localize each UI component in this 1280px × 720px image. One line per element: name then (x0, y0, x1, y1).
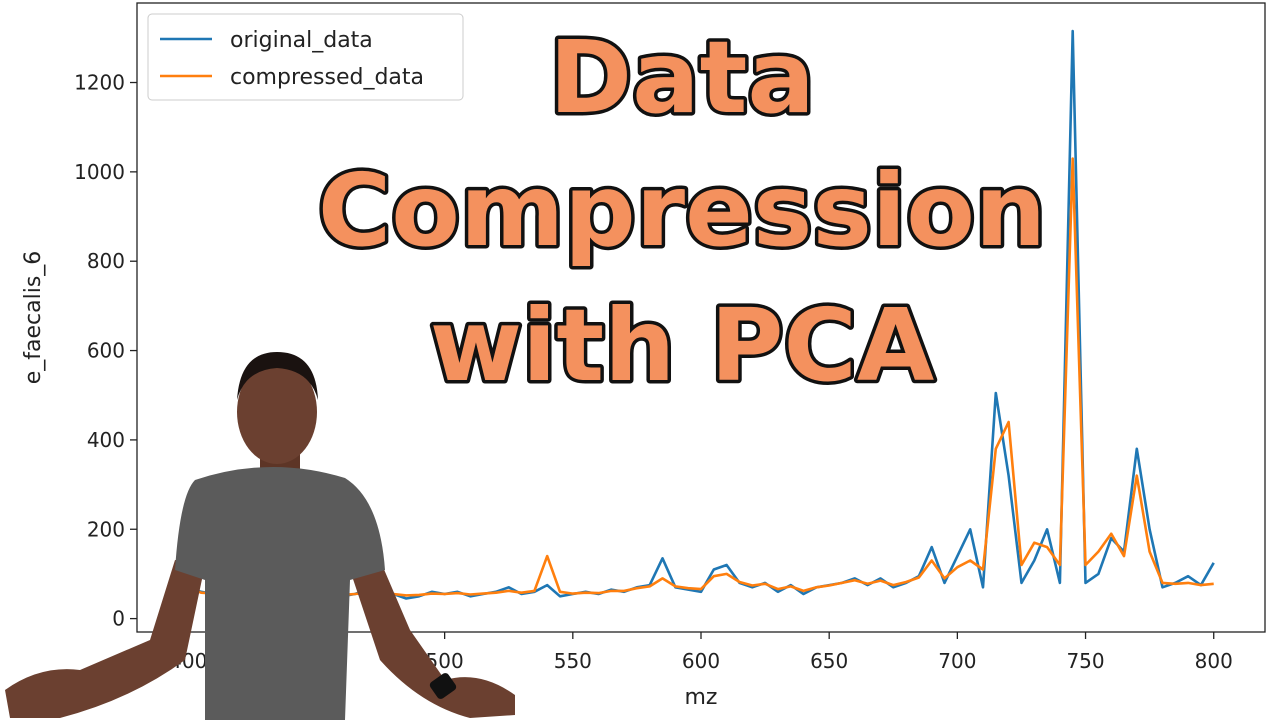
x-tick-label: 800 (1195, 649, 1233, 673)
title-line: Compression (318, 152, 1046, 269)
x-tick-label: 550 (554, 649, 592, 673)
y-tick-label: 400 (87, 428, 125, 452)
legend-label: compressed_data (230, 65, 424, 90)
legend-label: original_data (230, 28, 373, 53)
y-tick-label: 0 (112, 607, 125, 631)
y-tick-label: 800 (87, 249, 125, 273)
y-tick-label: 1200 (74, 71, 125, 95)
y-tick-label: 600 (87, 339, 125, 363)
hair (237, 352, 318, 400)
x-tick-label: 600 (682, 649, 720, 673)
x-axis-label: mz (685, 685, 718, 710)
x-tick-label: 750 (1066, 649, 1104, 673)
left-arm (5, 560, 205, 718)
x-tick-label: 700 (938, 649, 976, 673)
x-tick-label: 650 (810, 649, 848, 673)
head (237, 360, 317, 464)
y-axis-label: e_faecalis_6 (21, 251, 46, 385)
right-arm (350, 560, 515, 718)
watch (429, 673, 457, 699)
title: Data Compression with PCA (314, 16, 1049, 408)
y-tick-label: 1000 (74, 160, 125, 184)
shirt (175, 466, 385, 720)
legend-box (147, 13, 464, 101)
y-tick-label: 200 (87, 517, 125, 541)
title-line: with PCA (430, 287, 935, 404)
title-line: Data (549, 19, 815, 136)
person (5, 352, 515, 720)
